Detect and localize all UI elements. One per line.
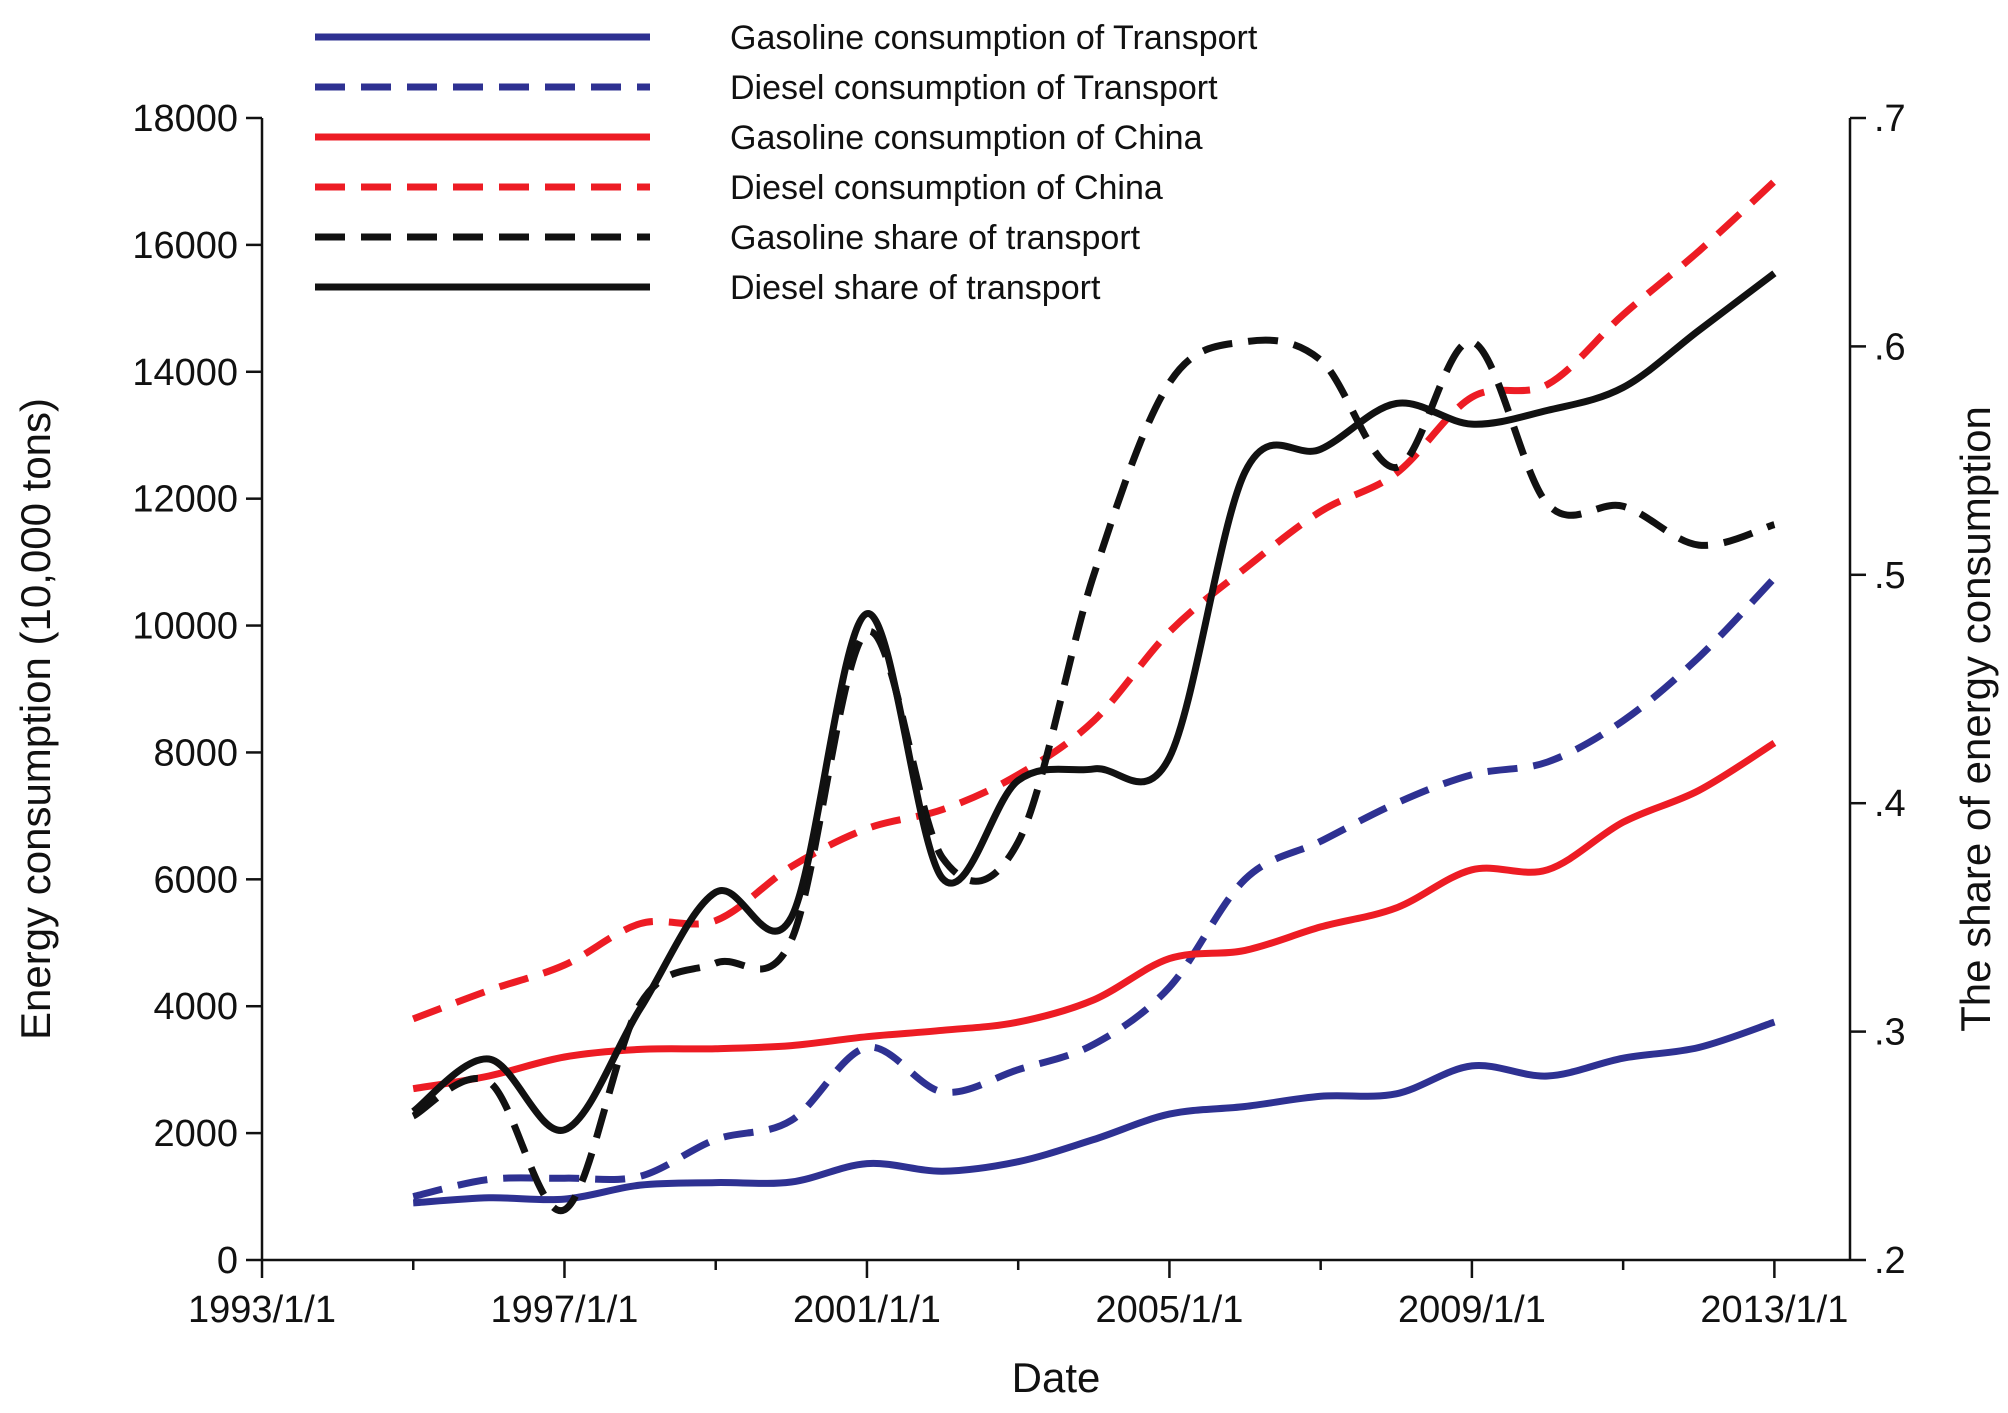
legend-label-gasoline-china: Gasoline consumption of China [730, 119, 1203, 157]
y-left-tick-label: 12000 [132, 479, 238, 521]
x-tick-label: 2001/1/1 [793, 1289, 941, 1331]
legend: Gasoline consumption of Transport Diesel … [315, 19, 1258, 307]
y-left-tick-label: 8000 [153, 732, 238, 774]
series-line-gasoline-china [412, 739, 1777, 1093]
x-tick-label: 1993/1/1 [188, 1289, 336, 1331]
axes: 0 2000 4000 6000 8000 10000 12000 14000 16000 180… [132, 98, 1905, 1331]
legend-label-diesel-share: Diesel share of transport [730, 269, 1101, 307]
legend-label-gasoline-share: Gasoline share of transport [730, 219, 1141, 257]
y-right-tick-label: .5 [1874, 555, 1906, 597]
y-left-axis-title: Energy consumption (10,000 tons) [12, 398, 59, 1040]
x-tick-label: 2009/1/1 [1398, 1289, 1546, 1331]
x-tick-label: 2013/1/1 [1700, 1289, 1848, 1331]
y-left-tick-label: 10000 [132, 606, 238, 648]
y-left-tick-label: 14000 [132, 352, 238, 394]
y-right-tick-label: .6 [1874, 326, 1906, 368]
y-left-tick-label: 18000 [132, 98, 238, 140]
y-left-tick-label: 2000 [153, 1113, 238, 1155]
y-left-tick-label: 4000 [153, 986, 238, 1028]
legend-label-gasoline-transport: Gasoline consumption of Transport [730, 19, 1258, 57]
x-axis-title: Date [1012, 1354, 1101, 1401]
series-line-diesel-transport [412, 575, 1777, 1201]
y-left-tick-label: 6000 [153, 859, 238, 901]
x-tick-label: 2005/1/1 [1095, 1289, 1243, 1331]
series-line-gasoline-transport [412, 1018, 1776, 1207]
y-right-tick-label: .2 [1874, 1240, 1906, 1282]
x-tick-label: 1997/1/1 [491, 1289, 639, 1331]
series-layer [411, 178, 1777, 1215]
y-right-axis-title: The share of energy consumption [1952, 406, 1999, 1032]
legend-label-diesel-china: Diesel consumption of China [730, 169, 1163, 207]
y-right-tick-label: .7 [1874, 98, 1906, 140]
series-line-diesel-china [411, 178, 1777, 1023]
series-line-gasoline-share [411, 336, 1776, 1215]
y-left-tick-label: 0 [217, 1240, 238, 1282]
y-right-tick-label: .3 [1874, 1012, 1906, 1054]
legend-label-diesel-transport: Diesel consumption of Transport [730, 69, 1218, 107]
y-left-tick-label: 16000 [132, 225, 238, 267]
y-right-tick-label: .4 [1874, 783, 1906, 825]
series-line-diesel-share [411, 270, 1777, 1134]
